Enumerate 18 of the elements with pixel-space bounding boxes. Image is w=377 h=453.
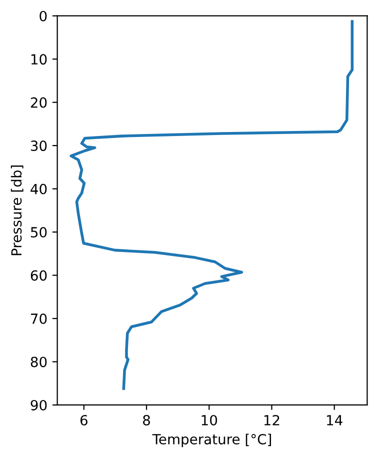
x-tick-label: 10: [202, 414, 218, 426]
y-tick-label: 60: [30, 270, 47, 281]
y-tick-label: 70: [31, 313, 47, 324]
y-tick-label: 50: [30, 227, 47, 238]
x-tick-label: 6: [80, 414, 88, 426]
line-series: [70, 20, 354, 390]
y-tick-label: 80: [30, 356, 47, 368]
y-axis-title: Pressure [db]: [10, 166, 24, 256]
x-axis-title: Temperature [°C]: [152, 434, 271, 448]
x-tick-label: 8: [143, 414, 150, 426]
y-tick-label: 30: [30, 140, 47, 152]
y-tick-label: 90: [30, 400, 47, 410]
y-tick-label: 10: [31, 54, 47, 65]
y-tick-label: 0: [40, 10, 47, 22]
y-tick-label: 40: [30, 184, 47, 194]
x-tick-label: 12: [264, 414, 280, 426]
x-tick-label: 14: [327, 415, 342, 426]
y-tick-label: 20: [30, 97, 47, 108]
